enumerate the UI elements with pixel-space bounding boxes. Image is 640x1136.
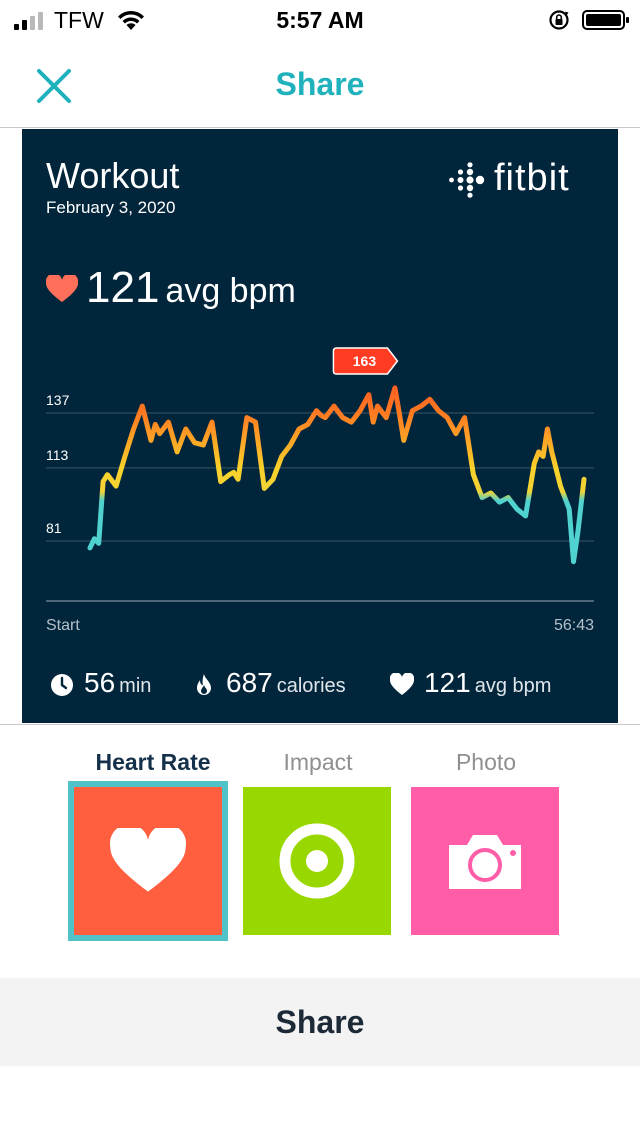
orientation-lock-icon bbox=[549, 10, 569, 30]
stat-duration-number: 56 bbox=[84, 667, 116, 698]
workout-date: February 3, 2020 bbox=[46, 198, 176, 217]
y-tick-label: 137 bbox=[46, 392, 70, 408]
y-tick-label: 81 bbox=[46, 520, 62, 536]
heart-rate-line bbox=[87, 385, 587, 565]
cellular-signal-icon bbox=[14, 12, 43, 30]
avg-bpm-number: 121 bbox=[86, 263, 160, 312]
battery-icon bbox=[582, 10, 629, 30]
chart-gridlines bbox=[46, 412, 594, 542]
option-impact[interactable]: Impact bbox=[233, 745, 403, 935]
target-icon bbox=[279, 823, 355, 899]
stat-calories-number: 687 bbox=[226, 667, 273, 698]
option-heart-rate[interactable]: Heart Rate bbox=[68, 745, 238, 941]
page-title: Share bbox=[275, 66, 365, 102]
heart-rate-chart: 137 113 81 163 bbox=[46, 347, 594, 602]
option-impact-label: Impact bbox=[283, 749, 353, 775]
close-button[interactable] bbox=[32, 64, 76, 108]
workout-stats: 56 min 687 calories 121 avg bpm bbox=[22, 665, 618, 705]
avg-bpm-unit: avg bpm bbox=[165, 272, 296, 310]
heart-icon bbox=[109, 828, 187, 892]
peak-badge-shape bbox=[332, 347, 399, 375]
stat-avg-bpm-number: 121 bbox=[424, 667, 471, 698]
stat-duration-unit: min bbox=[119, 675, 152, 697]
option-heart-rate-label: Heart Rate bbox=[95, 749, 211, 775]
y-tick-label: 113 bbox=[46, 447, 69, 463]
avg-bpm-value: 121 avg bpm bbox=[86, 263, 296, 313]
stat-avg-bpm-value: 121 avg bpm bbox=[424, 667, 551, 699]
stat-calories-unit: calories bbox=[276, 675, 346, 697]
workout-card: Workout February 3, 2020 fitbit 121 avg b… bbox=[22, 129, 618, 723]
header: Share bbox=[0, 40, 640, 128]
stat-avg-bpm-unit: avg bpm bbox=[474, 675, 552, 697]
fitbit-logo: fitbit bbox=[446, 157, 596, 203]
option-photo-tile[interactable] bbox=[411, 787, 559, 935]
clock-icon bbox=[51, 674, 73, 696]
stat-calories-value: 687 calories bbox=[226, 667, 346, 699]
carrier-name: TFW bbox=[54, 7, 104, 33]
chart-start-label: Start bbox=[46, 617, 80, 634]
status-bar: TFW 5:57 AM bbox=[0, 0, 640, 40]
option-heart-rate-tile[interactable] bbox=[68, 781, 228, 941]
peak-badge-label: 163 bbox=[353, 353, 377, 369]
peak-bpm-badge: 163 bbox=[332, 347, 399, 375]
heart-icon bbox=[390, 673, 414, 695]
share-style-options: Heart Rate Impact Photo bbox=[0, 724, 640, 974]
workout-title: Workout bbox=[46, 155, 180, 196]
flame-icon bbox=[197, 674, 211, 695]
share-button[interactable]: Share bbox=[0, 978, 640, 1066]
camera-icon bbox=[449, 835, 521, 889]
wifi-icon bbox=[118, 10, 144, 30]
chart-end-label: 56:43 bbox=[553, 617, 594, 634]
chart-y-ticks: 137 113 81 bbox=[46, 392, 70, 536]
option-impact-tile[interactable] bbox=[243, 787, 391, 935]
heart-icon bbox=[46, 275, 78, 302]
status-time: 5:57 AM bbox=[276, 7, 364, 33]
stat-duration-value: 56 min bbox=[84, 667, 151, 699]
option-photo[interactable]: Photo bbox=[401, 745, 571, 935]
brand-name: fitbit bbox=[494, 157, 570, 199]
fitbit-dots-icon bbox=[449, 162, 485, 198]
option-photo-label: Photo bbox=[455, 749, 517, 775]
